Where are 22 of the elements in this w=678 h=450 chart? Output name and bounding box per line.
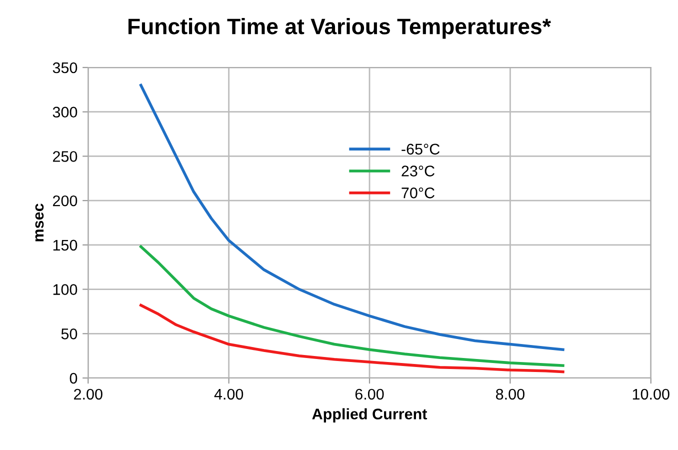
line-series bbox=[140, 84, 564, 351]
x-tick-label: 2.00 bbox=[74, 388, 102, 400]
y-tick-label: 250 bbox=[53, 151, 78, 162]
y-tick-label: 200 bbox=[53, 195, 78, 206]
x-tick-label: 8.00 bbox=[496, 388, 524, 400]
line-series bbox=[140, 245, 564, 367]
x-axis-title: Applied Current bbox=[312, 408, 428, 422]
y-tick-label: 300 bbox=[52, 106, 78, 118]
legend-label: 23°C bbox=[402, 166, 435, 176]
y-tick-label: 350 bbox=[52, 62, 78, 74]
y-tick-label: 100 bbox=[53, 284, 78, 295]
x-tick-label: 4.00 bbox=[214, 388, 244, 400]
line-series bbox=[140, 304, 564, 374]
y-axis-title: msec bbox=[35, 204, 44, 242]
chart-title: Function Time at Various Temperatures* bbox=[128, 18, 551, 39]
y-tick-label: 150 bbox=[53, 240, 78, 251]
x-tick-label: 6.00 bbox=[355, 388, 384, 400]
y-tick-label: 0 bbox=[70, 372, 78, 384]
legend-label: -65°C bbox=[402, 144, 440, 155]
legend-label: 70°C bbox=[402, 188, 435, 198]
x-tick-label: 10.00 bbox=[632, 388, 670, 400]
y-tick-label: 50 bbox=[61, 328, 78, 340]
